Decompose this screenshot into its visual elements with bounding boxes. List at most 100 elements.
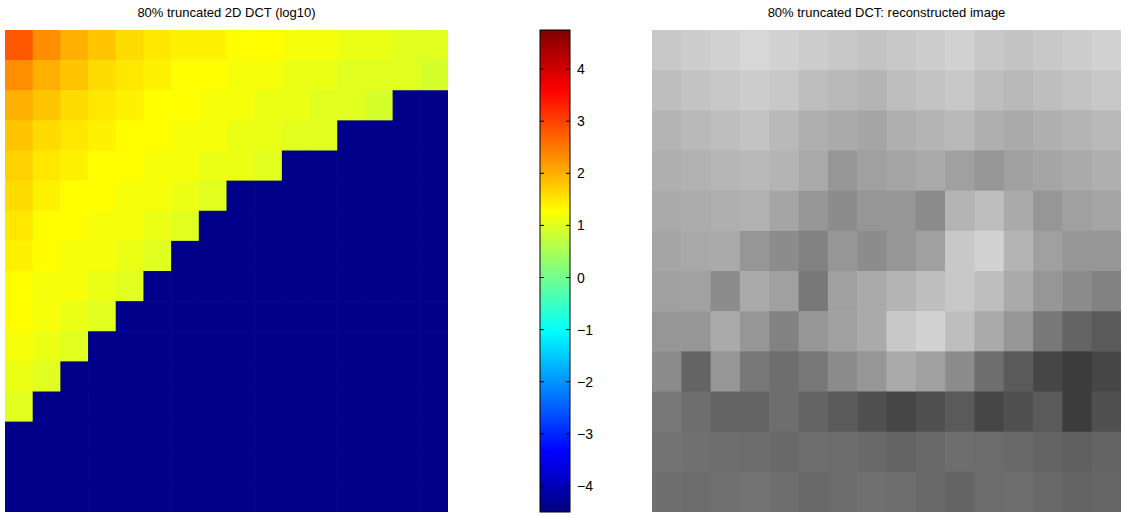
image-pixel bbox=[740, 271, 770, 312]
heat-cell bbox=[282, 331, 310, 362]
heat-cell bbox=[199, 271, 227, 302]
heat-cell bbox=[171, 181, 199, 212]
image-pixel bbox=[1092, 30, 1121, 71]
heat-cell bbox=[365, 241, 393, 272]
image-pixel bbox=[1092, 351, 1121, 392]
heat-cell bbox=[5, 151, 33, 182]
heat-cell bbox=[60, 151, 88, 182]
image-pixel bbox=[1062, 30, 1092, 71]
heat-cell bbox=[227, 60, 255, 91]
image-pixel bbox=[945, 110, 975, 151]
image-pixel bbox=[1004, 472, 1034, 512]
heat-cell bbox=[33, 181, 61, 212]
heat-cell bbox=[116, 30, 144, 61]
image-pixel bbox=[740, 110, 770, 151]
image-pixel bbox=[740, 392, 770, 433]
image-pixel bbox=[828, 432, 858, 473]
heat-cell bbox=[310, 181, 338, 212]
heat-cell bbox=[337, 271, 365, 302]
heat-cell bbox=[254, 301, 282, 332]
heat-cell bbox=[393, 271, 421, 302]
image-pixel bbox=[1004, 191, 1034, 232]
image-pixel bbox=[681, 311, 711, 352]
colorbar-tick bbox=[540, 433, 544, 434]
heat-cell bbox=[88, 90, 116, 121]
image-pixel bbox=[945, 30, 975, 71]
heat-cell bbox=[393, 482, 421, 512]
image-pixel bbox=[681, 30, 711, 71]
heat-cell bbox=[60, 211, 88, 242]
image-pixel bbox=[799, 30, 829, 71]
image-pixel bbox=[769, 30, 799, 71]
image-pixel bbox=[711, 351, 741, 392]
heat-cell bbox=[227, 422, 255, 453]
heat-cell bbox=[254, 482, 282, 512]
heat-cell bbox=[5, 392, 33, 423]
image-pixel bbox=[711, 110, 741, 151]
heat-cell bbox=[171, 301, 199, 332]
image-pixel bbox=[799, 110, 829, 151]
heat-cell bbox=[33, 301, 61, 332]
image-pixel bbox=[740, 70, 770, 111]
colorbar-tick bbox=[566, 381, 570, 382]
heat-cell bbox=[420, 181, 448, 212]
heat-cell bbox=[5, 361, 33, 392]
image-pixel bbox=[945, 472, 975, 512]
image-pixel bbox=[916, 472, 946, 512]
heat-cell bbox=[143, 120, 171, 151]
heat-cell bbox=[5, 301, 33, 332]
heat-cell bbox=[199, 60, 227, 91]
heat-cell bbox=[227, 392, 255, 423]
image-pixel bbox=[828, 472, 858, 512]
colorbar-tick bbox=[566, 485, 570, 486]
image-pixel bbox=[828, 231, 858, 272]
image-pixel bbox=[974, 271, 1004, 312]
image-pixel bbox=[652, 191, 682, 232]
image-pixel bbox=[857, 30, 887, 71]
heat-cell bbox=[365, 271, 393, 302]
heat-cell bbox=[227, 30, 255, 61]
heat-cell bbox=[254, 60, 282, 91]
heat-cell bbox=[254, 241, 282, 272]
image-pixel bbox=[681, 231, 711, 272]
image-pixel bbox=[916, 392, 946, 433]
image-pixel bbox=[945, 351, 975, 392]
heat-cell bbox=[365, 392, 393, 423]
heat-cell bbox=[393, 452, 421, 483]
colorbar-tick-label: −4 bbox=[577, 478, 593, 494]
heat-cell bbox=[254, 271, 282, 302]
image-pixel bbox=[799, 472, 829, 512]
heat-cell bbox=[282, 271, 310, 302]
heat-cell bbox=[171, 90, 199, 121]
heatmap-cells bbox=[5, 30, 448, 512]
image-pixel bbox=[769, 392, 799, 433]
heat-cell bbox=[365, 120, 393, 151]
image-pixel bbox=[1004, 151, 1034, 192]
heat-cell bbox=[282, 30, 310, 61]
heat-cell bbox=[60, 271, 88, 302]
image-pixel bbox=[1033, 30, 1063, 71]
heat-cell bbox=[393, 90, 421, 121]
heat-cell bbox=[60, 361, 88, 392]
image-pixel bbox=[652, 351, 682, 392]
heat-cell bbox=[116, 241, 144, 272]
heat-cell bbox=[254, 120, 282, 151]
heat-cell bbox=[199, 30, 227, 61]
heat-cell bbox=[199, 452, 227, 483]
colorbar-tick bbox=[566, 121, 570, 122]
heat-cell bbox=[254, 30, 282, 61]
heat-cell bbox=[33, 422, 61, 453]
image-pixel bbox=[799, 311, 829, 352]
heat-cell bbox=[5, 422, 33, 453]
heat-cell bbox=[116, 361, 144, 392]
image-pixel bbox=[887, 231, 917, 272]
image-pixel bbox=[799, 151, 829, 192]
image-pixel bbox=[1033, 432, 1063, 473]
heat-cell bbox=[199, 151, 227, 182]
heat-cell bbox=[143, 181, 171, 212]
image-pixel bbox=[828, 110, 858, 151]
heat-cell bbox=[420, 90, 448, 121]
image-pixel bbox=[1033, 271, 1063, 312]
heat-cell bbox=[310, 241, 338, 272]
heat-cell bbox=[365, 331, 393, 362]
